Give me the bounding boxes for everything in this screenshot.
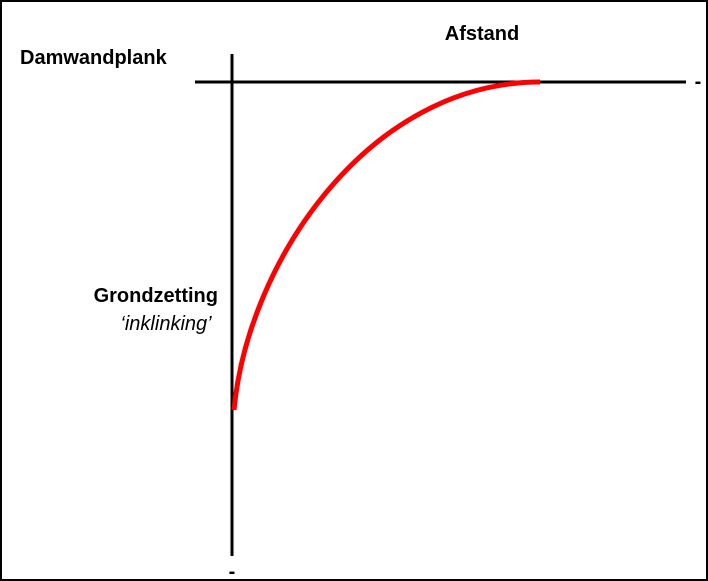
settlement-label: Grondzetting [94,285,218,307]
y-end-label: - [229,561,236,581]
x-end-label: - [695,71,702,93]
wall-label: Damwandplank [20,47,168,69]
settlement-note: ‘inklinking’ [120,313,212,335]
settlement-curve [231,79,541,411]
distance-label: Afstand [445,23,519,45]
